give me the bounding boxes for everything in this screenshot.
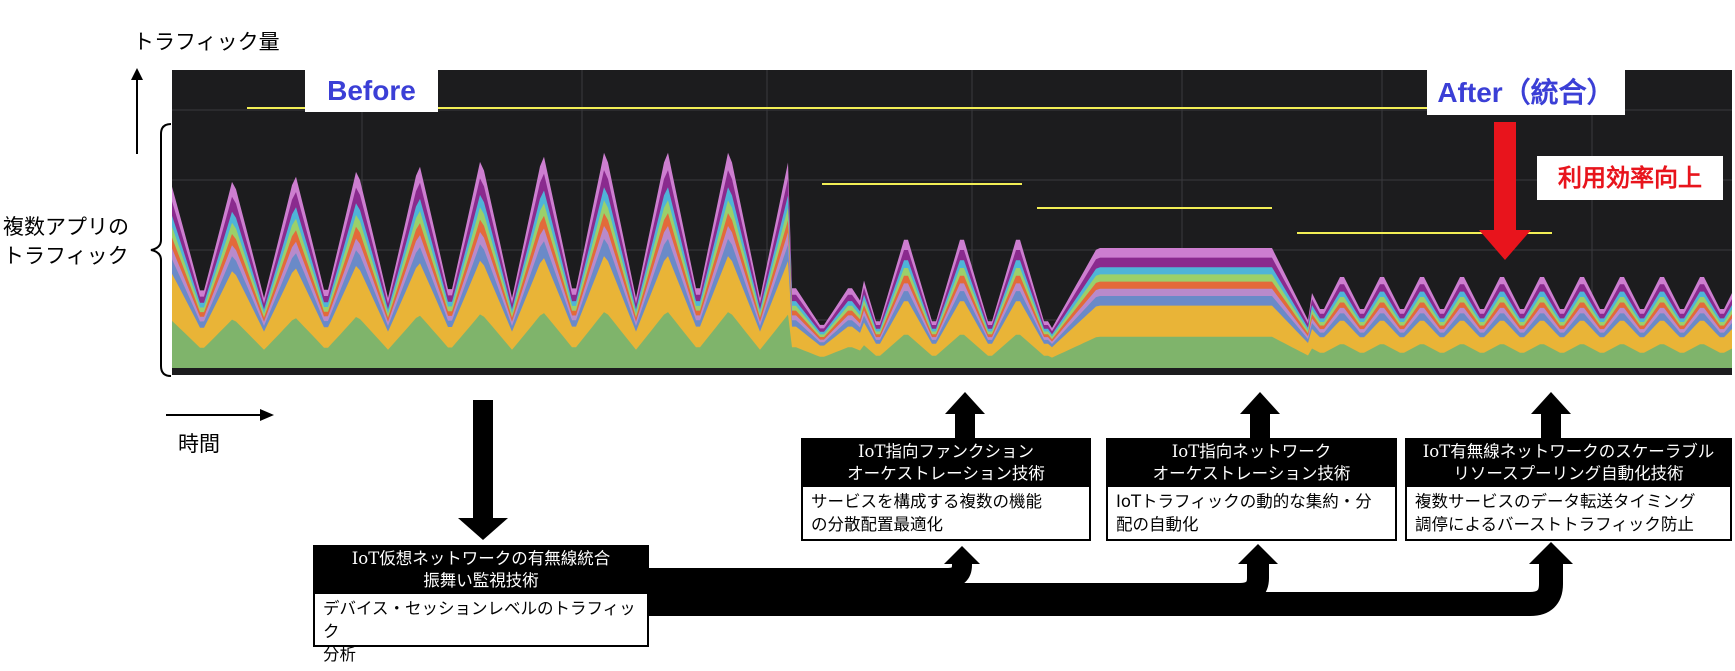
tech-box-body: IoTトラフィックの動的な集約・分 配の自動化 <box>1116 492 1372 534</box>
stacked-areas <box>172 152 1732 368</box>
efficiency-arrow <box>1479 122 1531 260</box>
tech-box-body: サービスを構成する複数の機能 の分散配置最適化 <box>811 492 1042 534</box>
brace-label: 複数アプリの トラフィック <box>3 215 129 268</box>
tech-box-body: デバイス・セッションレベルのトラフィック 分析 <box>323 599 636 664</box>
tech-box-monitoring: IoT仮想ネットワークの有無線統合 振舞い監視技術 デバイス・セッションレベルのト… <box>313 545 649 664</box>
x-axis-arrow <box>166 409 274 421</box>
after-tag: After（統合） <box>1427 70 1625 115</box>
tech-box-function-orchestration: IoT指向ファンクション オーケストレーション技術 サービスを構成する複数の機能の… <box>801 438 1091 541</box>
traffic-brace <box>150 123 172 377</box>
before-tag: Before <box>305 70 438 112</box>
tech-box-network-orchestration: IoT指向ネットワーク オーケストレーション技術 IoTトラフィックの動的な集約・… <box>1106 438 1397 541</box>
efficiency-badge: 利用効率向上 <box>1537 156 1723 200</box>
x-axis-label: 時間 <box>178 432 220 456</box>
y-axis-label: トラフィック量 <box>133 30 280 54</box>
tech-box-body: 複数サービスのデータ転送タイミング 調停によるバーストトラフィック防止 <box>1415 492 1696 534</box>
tech-box-title: IoT有無線ネットワークのスケーラブル リソースプーリング自動化技術 <box>1407 440 1730 487</box>
y-axis-arrow <box>131 68 143 154</box>
traffic-chart-svg <box>172 70 1732 368</box>
traffic-area-band <box>172 312 1732 368</box>
traffic-chart: Before After（統合） 利用効率向上 <box>172 70 1732 375</box>
tech-box-title: IoT仮想ネットワークの有無線統合 振舞い監視技術 <box>315 547 647 594</box>
tech-box-title: IoT指向ネットワーク オーケストレーション技術 <box>1108 440 1395 487</box>
tech-box-title: IoT指向ファンクション オーケストレーション技術 <box>803 440 1089 487</box>
tech-box-resource-pooling: IoT有無線ネットワークのスケーラブル リソースプーリング自動化技術 複数サービス… <box>1405 438 1732 541</box>
